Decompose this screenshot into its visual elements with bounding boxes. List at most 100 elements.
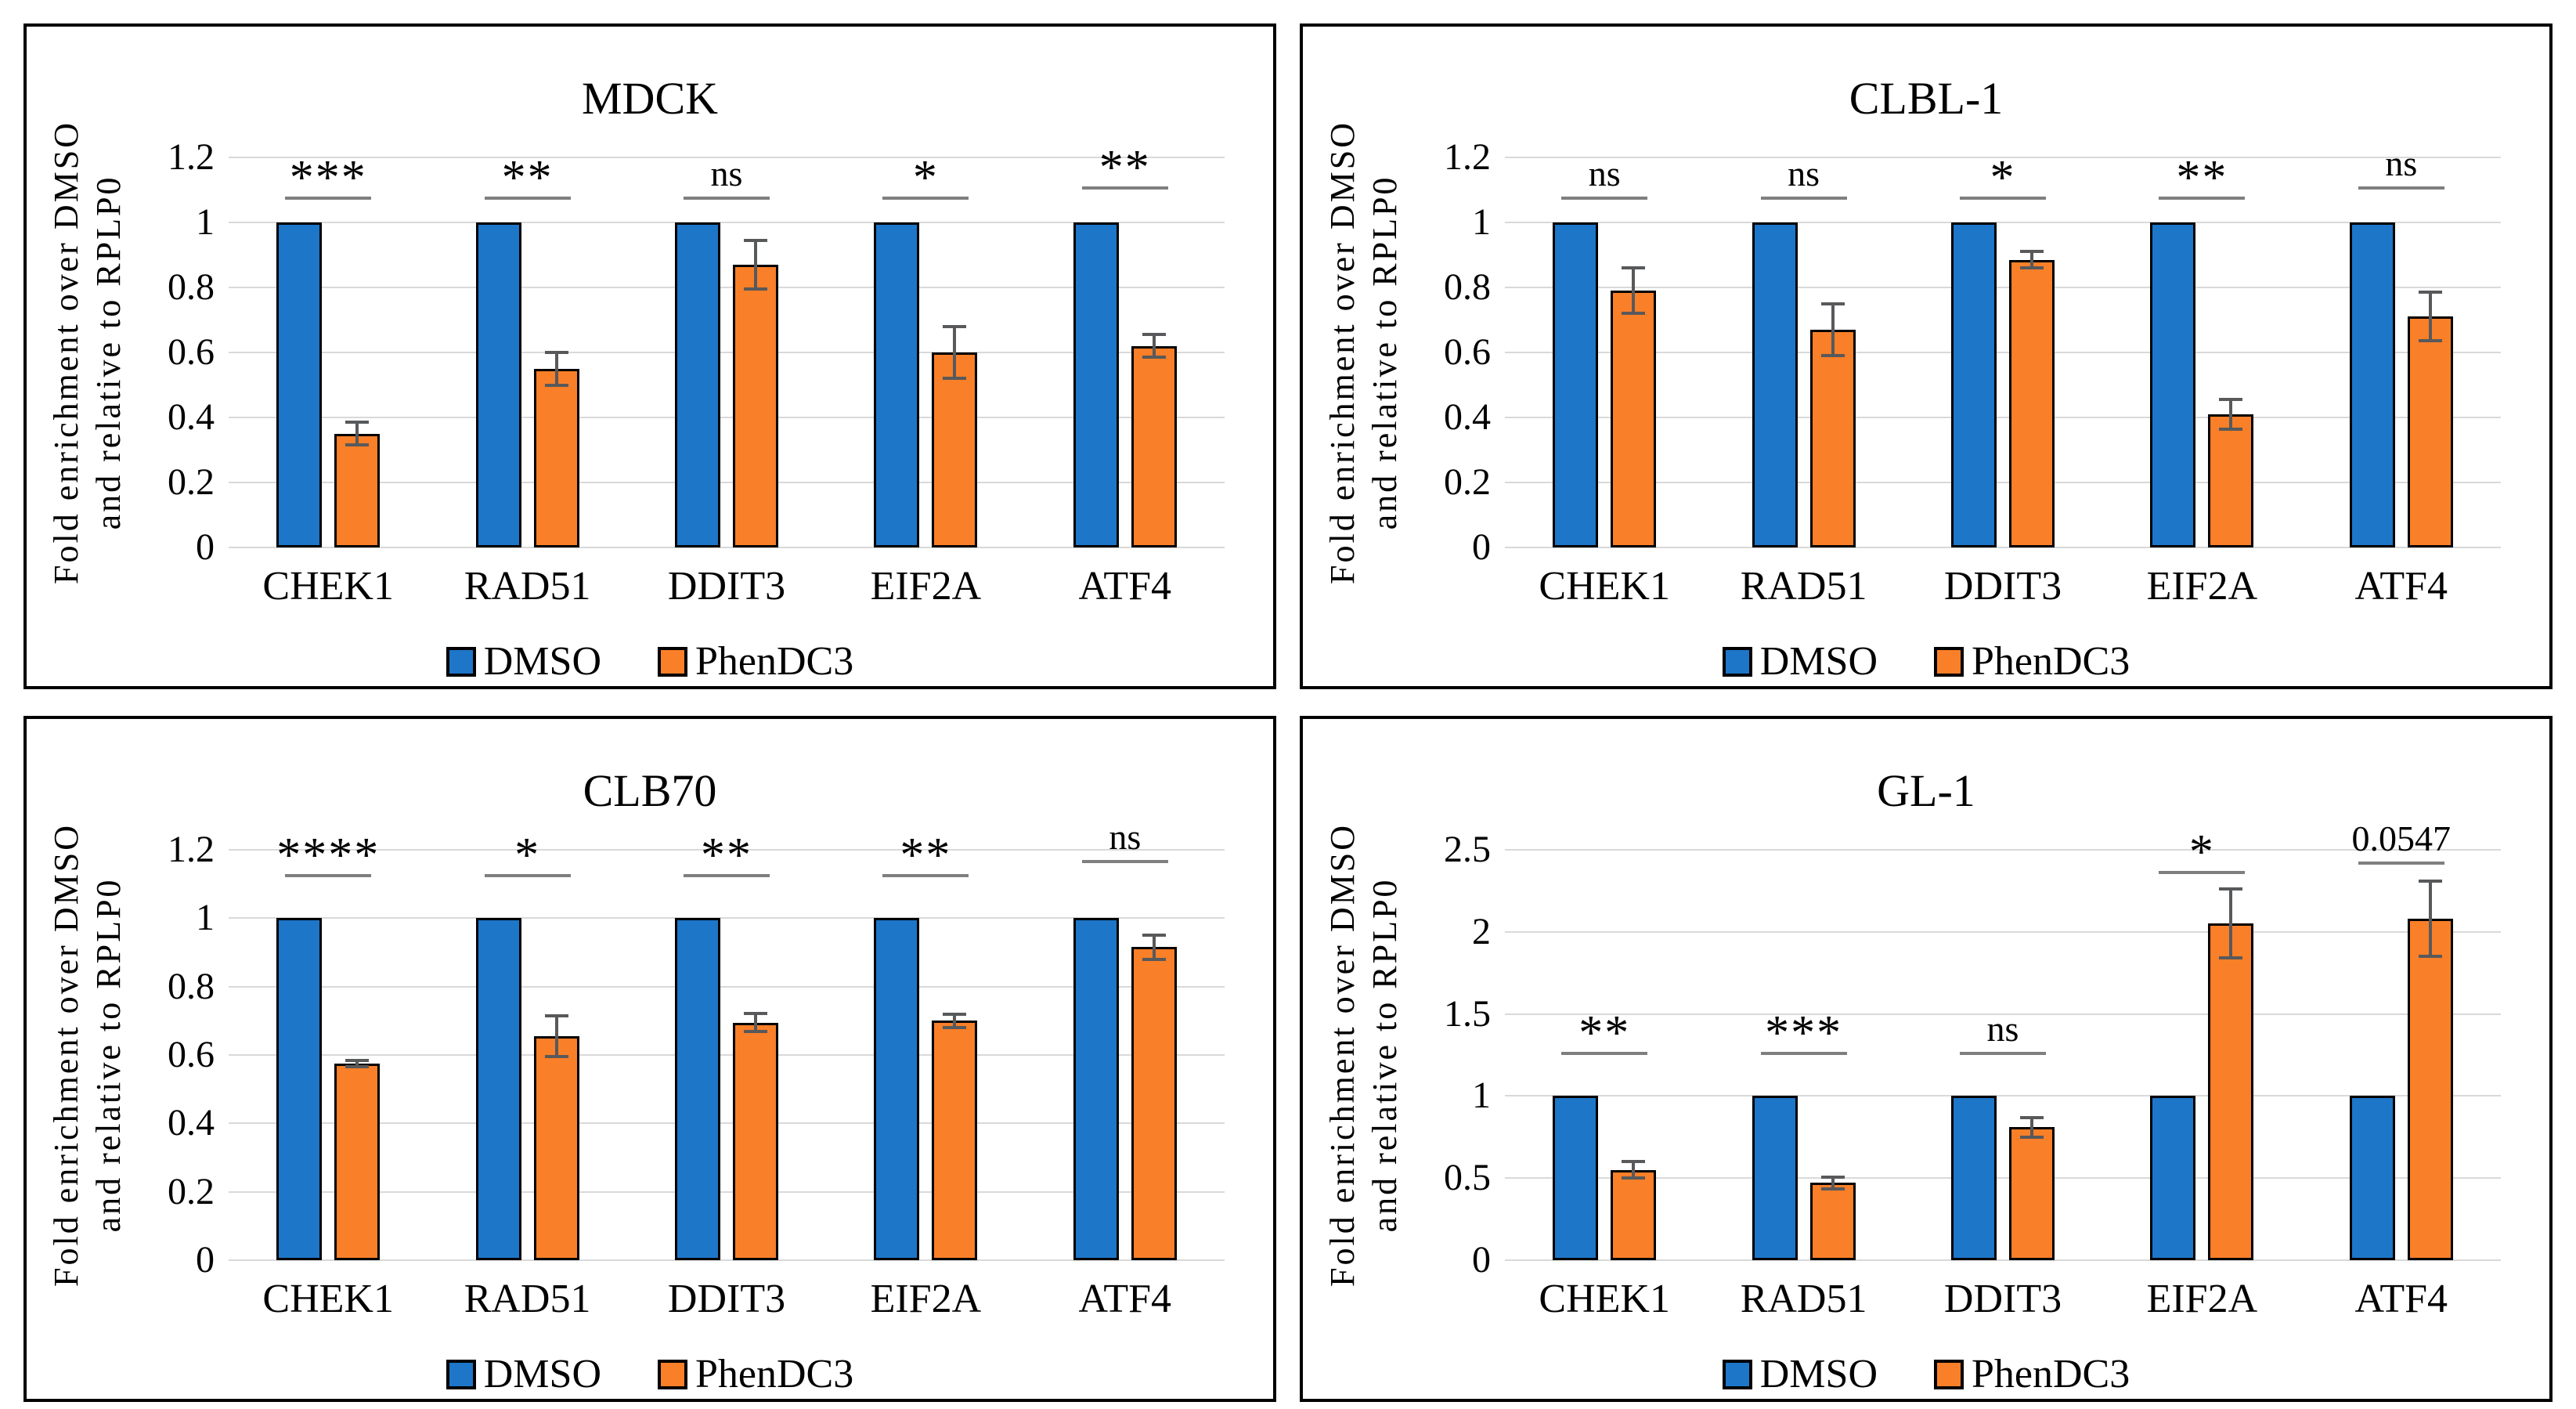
y-tick-label: 1.2: [1444, 136, 1491, 178]
significance-line: [2358, 861, 2444, 865]
x-category-label: CHEK1: [1539, 1277, 1670, 1321]
legend-item-dmso: DMSO: [1722, 1353, 1878, 1396]
bar-phendc3-rad51: [1809, 1183, 1856, 1260]
error-bar-cap: [544, 1013, 568, 1017]
error-bar-cap: [2418, 955, 2442, 959]
legend: DMSO PhenDC3: [1303, 1353, 2549, 1396]
bar-dmso-eif2a: [874, 222, 920, 547]
legend-item-phendc3: PhenDC3: [658, 1353, 853, 1396]
panel-gl-1: GL-1 Fold enrichment over DMSO and relativ…: [1300, 716, 2553, 1402]
error-bar-cap: [943, 1012, 967, 1016]
y-axis-title-line2: and relative to RPLP0: [1366, 877, 1404, 1233]
error-bar-cap: [1820, 1176, 1845, 1180]
x-category-label: ATF4: [1078, 1277, 1172, 1321]
error-bar: [554, 1015, 558, 1057]
x-category-label: CHEK1: [262, 564, 394, 609]
significance-line: [2159, 871, 2246, 875]
legend-label-phendc3: PhenDC3: [1972, 1352, 2130, 1396]
significance-label: ns: [1986, 1008, 2019, 1049]
gridline: [229, 482, 1225, 483]
significance-line: [1760, 196, 1847, 200]
significance-label: **: [900, 828, 952, 882]
y-tick-label: 0.6: [1444, 331, 1491, 373]
error-bar-cap: [2418, 879, 2442, 883]
y-tick-label: 1.2: [168, 829, 215, 870]
error-bar: [1152, 334, 1156, 358]
bar-dmso-rad51: [475, 222, 521, 547]
gridline: [1505, 482, 2501, 483]
y-tick-label: 0: [1472, 1239, 1491, 1281]
chart-title-mdck: MDCK: [581, 73, 719, 124]
significance-label: *: [912, 150, 939, 204]
bar-dmso-atf4: [1073, 918, 1119, 1260]
significance-label: ***: [1765, 1006, 1843, 1060]
legend-swatch-phendc3: [658, 1360, 687, 1389]
error-bar: [355, 422, 359, 446]
significance-label: ***: [289, 150, 367, 204]
bar-dmso-rad51: [475, 918, 521, 1260]
significance-line: [484, 873, 571, 877]
significance-label: ****: [276, 828, 381, 882]
significance-label: **: [1578, 1006, 1631, 1060]
error-bar: [1152, 935, 1156, 959]
y-tick-label: 0.6: [168, 331, 215, 373]
bar-phendc3-eif2a: [932, 1021, 978, 1260]
y-tick-label: 0.4: [168, 1102, 215, 1144]
gridline: [229, 985, 1225, 988]
y-tick-label: 1: [196, 897, 215, 939]
error-bar: [2428, 292, 2432, 341]
bar-phendc3-ddit3: [2009, 259, 2055, 547]
significance-label: **: [701, 828, 752, 882]
gridline: [229, 917, 1225, 919]
x-category-label: EIF2A: [2146, 564, 2258, 609]
y-tick-label: 0.2: [168, 1170, 215, 1212]
legend-swatch-dmso: [1722, 1360, 1752, 1389]
error-bar-cap: [744, 238, 767, 242]
error-bar: [355, 1060, 359, 1068]
error-bar-cap: [2219, 887, 2243, 891]
bar-dmso-eif2a: [2150, 1096, 2196, 1260]
significance-line: [1561, 196, 1648, 200]
y-tick-label: 1.5: [1444, 992, 1491, 1035]
bar-dmso-chek1: [276, 222, 323, 547]
error-bar-cap: [1820, 354, 1845, 358]
legend-swatch-phendc3: [658, 647, 687, 677]
legend: DMSO PhenDC3: [1303, 640, 2549, 684]
y-tick-label: 0.2: [168, 461, 215, 503]
bar-phendc3-atf4: [1131, 947, 1177, 1260]
legend-item-dmso: DMSO: [1722, 640, 1878, 684]
y-tick-label: 2.5: [1444, 829, 1491, 870]
legend-label-dmso: DMSO: [483, 1352, 601, 1396]
bar-phendc3-ddit3: [733, 264, 778, 547]
y-tick-label: 0: [196, 526, 215, 568]
error-bar: [1831, 303, 1835, 356]
bar-dmso-chek1: [1553, 222, 1599, 547]
x-category-label: ATF4: [2354, 1277, 2448, 1321]
x-category-label: EIF2A: [870, 564, 982, 609]
legend-swatch-dmso: [1722, 647, 1752, 677]
significance-label: 0.0547: [2351, 818, 2452, 858]
legend-item-dmso: DMSO: [446, 1353, 601, 1396]
gridline: [1505, 547, 2501, 548]
significance-label: ns: [2385, 143, 2418, 184]
error-bar-cap: [2219, 427, 2243, 431]
y-axis-title-line1: Fold enrichment over DMSO: [1323, 121, 1362, 584]
significance-label: ns: [1109, 817, 1142, 858]
error-bar-cap: [1622, 266, 1646, 270]
gridline: [229, 1054, 1225, 1056]
x-category-label: DDIT3: [667, 1277, 786, 1321]
gridline: [229, 1190, 1225, 1193]
legend-item-dmso: DMSO: [446, 640, 601, 684]
error-bar-cap: [2020, 266, 2044, 270]
x-category-label: RAD51: [1740, 1277, 1867, 1321]
significance-line: [1081, 186, 1168, 190]
bar-dmso-rad51: [1752, 1096, 1798, 1260]
error-bar: [2229, 399, 2233, 429]
significance-label: **: [501, 150, 554, 204]
error-bar-cap: [744, 1011, 767, 1015]
legend-item-phendc3: PhenDC3: [658, 640, 853, 684]
error-bar-cap: [2418, 339, 2442, 343]
gridline: [1505, 1259, 2501, 1261]
y-axis-title-line1: Fold enrichment over DMSO: [47, 823, 85, 1287]
gridline: [229, 157, 1225, 158]
